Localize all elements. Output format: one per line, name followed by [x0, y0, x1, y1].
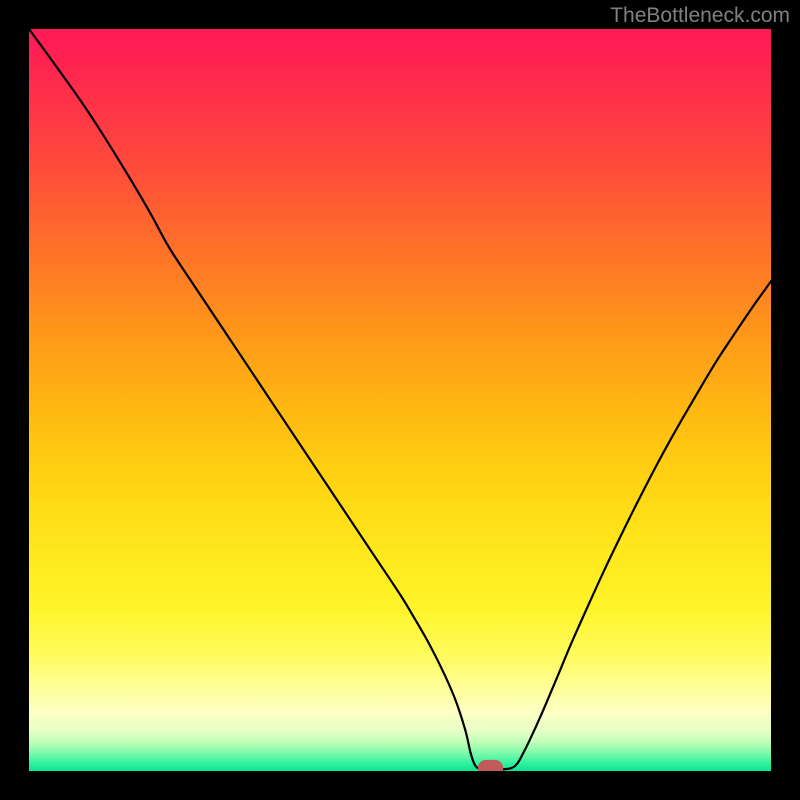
chart-container: TheBottleneck.com: [0, 0, 800, 800]
optimal-point-marker: [478, 760, 503, 771]
gradient-background: [29, 29, 771, 771]
watermark-text: TheBottleneck.com: [610, 4, 790, 28]
chart-svg: [29, 29, 771, 771]
plot-area: [29, 29, 771, 771]
